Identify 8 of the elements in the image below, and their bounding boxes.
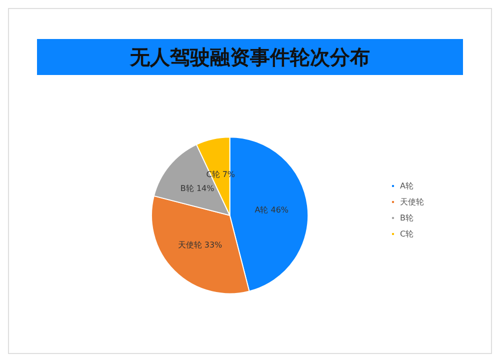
chart-title: 无人驾驶融资事件轮次分布: [130, 44, 370, 70]
data-label: B轮 14%: [180, 184, 215, 194]
legend-label: C轮: [400, 230, 414, 238]
legend-label: B轮: [400, 214, 414, 222]
data-label: 天使轮 33%: [178, 240, 223, 250]
legend-label: 天使轮: [400, 198, 424, 206]
data-label: A轮 46%: [254, 206, 289, 215]
legend-label: A轮: [400, 182, 414, 190]
